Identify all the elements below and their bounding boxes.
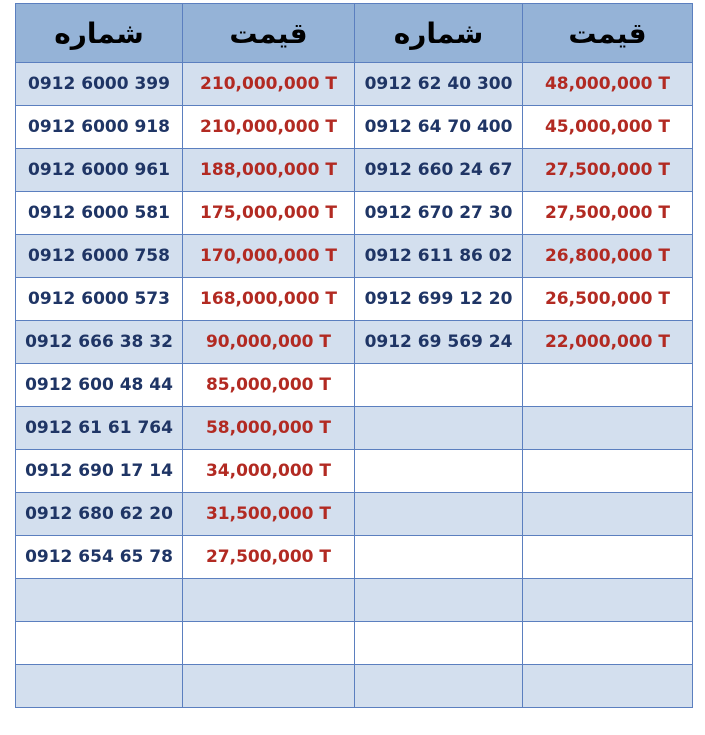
price-cell: 90,000,000 T <box>182 320 355 364</box>
table-row <box>15 664 693 708</box>
price-cell: 27,500,000 T <box>522 148 693 192</box>
price-cell <box>522 621 693 665</box>
table-row: 0912 6000 399 210,000,000 T 0912 62 40 300… <box>15 62 693 106</box>
price-cell: 34,000,000 T <box>182 449 355 493</box>
price-cell: 168,000,000 T <box>182 277 355 321</box>
phone-number-cell: 0912 670 27 30 <box>354 191 523 235</box>
table-row: 0912 654 65 78 27,500,000 T <box>15 535 693 579</box>
table-row <box>15 621 693 665</box>
phone-number-cell <box>15 621 183 665</box>
phone-number-cell: 0912 64 70 400 <box>354 105 523 149</box>
table-row <box>15 578 693 622</box>
price-cell: 210,000,000 T <box>182 62 355 106</box>
price-cell: 48,000,000 T <box>522 62 693 106</box>
table-row: 0912 6000 961 188,000,000 T 0912 660 24 67… <box>15 148 693 192</box>
phone-number-cell: 0912 6000 918 <box>15 105 183 149</box>
table-row: 0912 680 62 20 31,500,000 T <box>15 492 693 536</box>
phone-number-cell: 0912 69 569 24 <box>354 320 523 364</box>
phone-number-cell: 0912 600 48 44 <box>15 363 183 407</box>
phone-number-cell <box>354 578 523 622</box>
phone-number-cell: 0912 660 24 67 <box>354 148 523 192</box>
price-cell: 85,000,000 T <box>182 363 355 407</box>
table-row: 0912 600 48 44 85,000,000 T <box>15 363 693 407</box>
price-cell <box>182 578 355 622</box>
header-row: شماره قیمت شماره قیمت <box>15 3 693 63</box>
price-cell <box>522 535 693 579</box>
header-number: شماره <box>354 3 523 63</box>
header-number: شماره <box>15 3 183 63</box>
price-cell <box>522 363 693 407</box>
phone-number-cell <box>354 621 523 665</box>
table-row: 0912 666 38 32 90,000,000 T 0912 69 569 24… <box>15 320 693 364</box>
header-price: قیمت <box>182 3 355 63</box>
price-cell <box>522 578 693 622</box>
header-price: قیمت <box>522 3 693 63</box>
phone-number-cell <box>354 535 523 579</box>
phone-number-cell <box>354 406 523 450</box>
phone-number-cell: 0912 611 86 02 <box>354 234 523 278</box>
phone-number-cell: 0912 666 38 32 <box>15 320 183 364</box>
price-cell: 22,000,000 T <box>522 320 693 364</box>
table-row: 0912 690 17 14 34,000,000 T <box>15 449 693 493</box>
phone-number-cell <box>354 449 523 493</box>
phone-number-cell: 0912 690 17 14 <box>15 449 183 493</box>
price-cell: 58,000,000 T <box>182 406 355 450</box>
price-cell: 27,500,000 T <box>522 191 693 235</box>
price-cell: 26,800,000 T <box>522 234 693 278</box>
price-cell: 210,000,000 T <box>182 105 355 149</box>
phone-number-cell: 0912 6000 758 <box>15 234 183 278</box>
phone-number-cell <box>15 664 183 708</box>
phone-number-cell: 0912 62 40 300 <box>354 62 523 106</box>
phone-number-cell: 0912 699 12 20 <box>354 277 523 321</box>
phone-number-cell: 0912 680 62 20 <box>15 492 183 536</box>
phone-number-cell: 0912 654 65 78 <box>15 535 183 579</box>
price-cell: 175,000,000 T <box>182 191 355 235</box>
price-cell: 45,000,000 T <box>522 105 693 149</box>
price-cell: 26,500,000 T <box>522 277 693 321</box>
price-cell <box>522 406 693 450</box>
table-row: 0912 61 61 764 58,000,000 T <box>15 406 693 450</box>
price-cell <box>182 621 355 665</box>
price-cell <box>182 664 355 708</box>
price-cell <box>522 664 693 708</box>
table-row: 0912 6000 918 210,000,000 T 0912 64 70 400… <box>15 105 693 149</box>
table-row: 0912 6000 581 175,000,000 T 0912 670 27 30… <box>15 191 693 235</box>
price-cell: 188,000,000 T <box>182 148 355 192</box>
phone-number-cell <box>354 664 523 708</box>
price-cell: 27,500,000 T <box>182 535 355 579</box>
price-cell <box>522 449 693 493</box>
phone-number-cell: 0912 6000 581 <box>15 191 183 235</box>
price-cell: 31,500,000 T <box>182 492 355 536</box>
price-cell: 170,000,000 T <box>182 234 355 278</box>
price-table: شماره قیمت شماره قیمت 0912 6000 399 210,0… <box>15 3 693 708</box>
table-row: 0912 6000 573 168,000,000 T 0912 699 12 20… <box>15 277 693 321</box>
phone-number-cell: 0912 6000 961 <box>15 148 183 192</box>
phone-number-cell: 0912 6000 573 <box>15 277 183 321</box>
phone-number-cell <box>15 578 183 622</box>
phone-number-cell <box>354 363 523 407</box>
price-cell <box>522 492 693 536</box>
phone-number-cell: 0912 6000 399 <box>15 62 183 106</box>
phone-number-cell <box>354 492 523 536</box>
table-body: 0912 6000 399 210,000,000 T 0912 62 40 300… <box>15 62 693 708</box>
table-row: 0912 6000 758 170,000,000 T 0912 611 86 02… <box>15 234 693 278</box>
phone-number-cell: 0912 61 61 764 <box>15 406 183 450</box>
